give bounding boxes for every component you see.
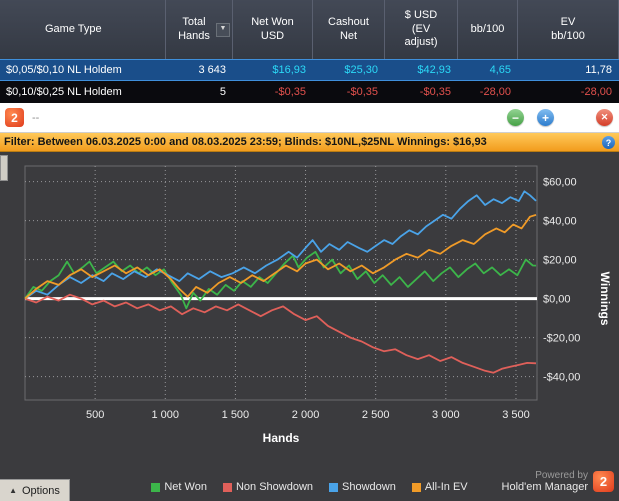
col-header-ev-bb100[interactable]: EV bb/100 (518, 0, 619, 59)
chart-legend: Net Won Non Showdown Showdown All-In EV (0, 481, 619, 493)
help-icon[interactable]: ? (602, 136, 615, 149)
x-tick-label: 2 000 (292, 409, 320, 421)
x-tick-label: 2 500 (362, 409, 390, 421)
cell-usd-ev: -$0,35 (419, 86, 451, 98)
options-button[interactable]: ▲ Options (0, 479, 70, 501)
cell-cashout-net: -$0,35 (346, 86, 378, 98)
cell-ev-bb100: -28,00 (580, 86, 612, 98)
legend-label: Net Won (164, 481, 207, 493)
x-tick-label: 3 500 (502, 409, 530, 421)
x-axis-title: Hands (263, 431, 300, 445)
minimize-button[interactable]: − (507, 109, 524, 126)
series-non-showdown (24, 293, 537, 374)
col-header-net-won-usd[interactable]: Net Won USD (233, 0, 313, 59)
cell-net-won: -$0,35 (274, 86, 306, 98)
legend-item[interactable]: Non Showdown (222, 481, 314, 493)
powered-by: Powered by Hold'em Manager 2 (502, 470, 614, 493)
legend-swatch-icon (222, 482, 232, 492)
cell-usd-ev: $42,93 (417, 64, 451, 76)
col-header-total-hands[interactable]: Total Hands ▼ (166, 0, 233, 59)
col-header-total-hands-label: Total Hands (178, 15, 210, 42)
table-row-nl25[interactable]: $0,10/$0,25 NL Holdem 5 -$0,35 -$0,35 -$… (0, 81, 619, 103)
cell-cashout-net: $25,30 (344, 64, 378, 76)
x-tick-label: 1 000 (152, 409, 180, 421)
legend-label: Showdown (342, 481, 396, 493)
sort-dropdown-icon[interactable]: ▼ (216, 22, 230, 37)
cell-game-type: $0,10/$0,25 NL Holdem (6, 86, 122, 98)
y-tick-label: $60,00 (543, 177, 577, 189)
y-tick-label: $20,00 (543, 255, 577, 267)
series-showdown (24, 190, 537, 300)
hm2-logo-icon: 2 (593, 471, 614, 492)
cell-total-hands: 5 (219, 86, 226, 98)
y-tick-label: $0,00 (543, 294, 571, 306)
graph-window-titlebar[interactable]: 2 -- − + ✕ (0, 103, 619, 133)
close-button[interactable]: ✕ (596, 109, 613, 126)
col-header-bb100[interactable]: bb/100 (458, 0, 518, 59)
winnings-chart-panel: 500 1 000 1 500 2 000 2 500 3 000 3 500 $60,00 $… (0, 152, 619, 501)
col-header-game-type[interactable]: Game Type (0, 0, 166, 59)
legend-swatch-icon (411, 482, 421, 492)
col-header-cashout-net[interactable]: Cashout Net (313, 0, 385, 59)
col-header-usd-ev-adjust[interactable]: $ USD (EV adjust) (385, 0, 458, 59)
legend-swatch-icon (151, 482, 161, 492)
winnings-chart: 500 1 000 1 500 2 000 2 500 3 000 3 500 $60,00 $… (24, 165, 612, 445)
cell-bb100: 4,65 (489, 64, 511, 76)
options-label: Options (22, 484, 60, 497)
y-tick-label: -$20,00 (543, 333, 580, 345)
cell-bb100: -28,00 (479, 86, 511, 98)
legend-item[interactable]: All-In EV (411, 481, 468, 493)
filter-bar[interactable]: Filter: Between 06.03.2025 0:00 and 08.0… (0, 133, 619, 152)
cell-net-won: $16,93 (272, 64, 306, 76)
splitter-handle[interactable] (0, 155, 8, 181)
x-tick-label: 1 500 (222, 409, 250, 421)
legend-item[interactable]: Net Won (151, 481, 207, 493)
filter-text[interactable]: Filter: Between 06.03.2025 0:00 and 08.0… (4, 136, 487, 148)
cell-ev-bb100: 11,78 (585, 64, 612, 76)
table-header-row: Game Type Total Hands ▼ Net Won USD Cash… (0, 0, 619, 59)
y-tick-label: -$40,00 (543, 372, 580, 384)
y-tick-label: $40,00 (543, 216, 577, 228)
powered-by-label: Powered by (535, 470, 588, 481)
table-row-nl10[interactable]: $0,05/$0,10 NL Holdem 3 643 $16,93 $25,3… (0, 59, 619, 81)
cell-game-type: $0,05/$0,10 NL Holdem (6, 64, 122, 76)
holdem-manager-label: Hold'em Manager (501, 481, 588, 493)
x-tick-label: 500 (86, 409, 104, 421)
add-button[interactable]: + (537, 109, 554, 126)
legend-swatch-icon (329, 482, 339, 492)
hm2-logo-icon: 2 (5, 108, 24, 127)
legend-label: Non Showdown (235, 481, 314, 493)
series-all-in-ev (24, 214, 537, 300)
options-arrow-icon: ▲ (9, 486, 17, 495)
legend-label: All-In EV (424, 481, 468, 493)
x-tick-label: 3 000 (432, 409, 460, 421)
cell-total-hands: 3 643 (198, 64, 226, 76)
y-axis-title: Winnings (598, 272, 612, 326)
window-title: -- (32, 111, 40, 124)
legend-item[interactable]: Showdown (329, 481, 396, 493)
report-table: Game Type Total Hands ▼ Net Won USD Cash… (0, 0, 619, 103)
